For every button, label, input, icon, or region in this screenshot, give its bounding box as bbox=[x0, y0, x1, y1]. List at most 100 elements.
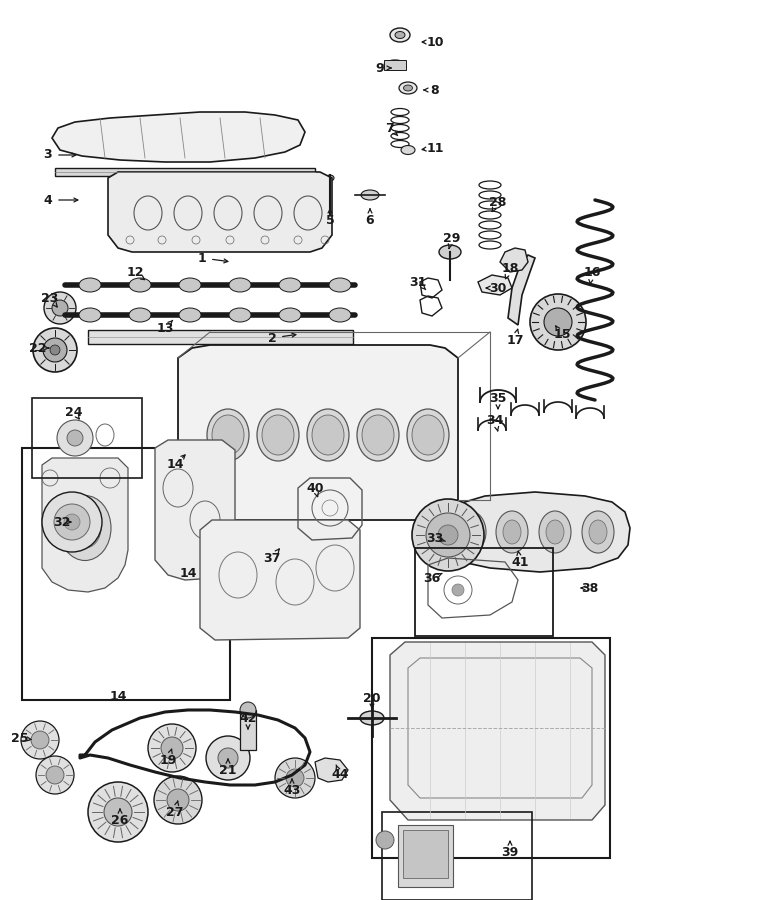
Circle shape bbox=[240, 702, 256, 718]
Text: 33: 33 bbox=[426, 532, 443, 544]
Ellipse shape bbox=[503, 520, 521, 544]
Ellipse shape bbox=[357, 409, 399, 461]
Ellipse shape bbox=[79, 308, 101, 322]
Polygon shape bbox=[155, 440, 235, 580]
Text: 17: 17 bbox=[506, 334, 523, 346]
Ellipse shape bbox=[395, 32, 405, 39]
Bar bbox=[240, 710, 256, 750]
Ellipse shape bbox=[454, 511, 486, 553]
Circle shape bbox=[530, 294, 586, 350]
Circle shape bbox=[206, 736, 250, 780]
Text: 14: 14 bbox=[179, 567, 197, 580]
Ellipse shape bbox=[360, 711, 384, 725]
Text: 23: 23 bbox=[41, 292, 58, 304]
Ellipse shape bbox=[496, 511, 528, 553]
Circle shape bbox=[33, 328, 77, 372]
Ellipse shape bbox=[262, 415, 294, 455]
Bar bbox=[32, 398, 142, 478]
Text: 18: 18 bbox=[502, 262, 519, 274]
Bar bbox=[403, 830, 448, 878]
Circle shape bbox=[286, 769, 304, 787]
Text: 21: 21 bbox=[219, 763, 237, 777]
Bar bbox=[88, 330, 353, 344]
Text: 6: 6 bbox=[365, 213, 375, 227]
Circle shape bbox=[67, 430, 83, 446]
Bar bbox=[372, 638, 610, 858]
Polygon shape bbox=[390, 642, 605, 820]
Ellipse shape bbox=[461, 520, 479, 544]
Ellipse shape bbox=[79, 278, 101, 292]
Ellipse shape bbox=[582, 511, 614, 553]
Circle shape bbox=[412, 499, 484, 571]
Text: 20: 20 bbox=[363, 691, 381, 705]
Bar bbox=[384, 60, 406, 70]
Ellipse shape bbox=[401, 146, 415, 155]
Polygon shape bbox=[478, 275, 512, 295]
Ellipse shape bbox=[399, 82, 417, 94]
Circle shape bbox=[42, 492, 102, 552]
Polygon shape bbox=[108, 172, 332, 252]
Circle shape bbox=[52, 300, 68, 316]
Ellipse shape bbox=[279, 308, 301, 322]
Bar bbox=[398, 825, 453, 887]
Polygon shape bbox=[508, 255, 535, 325]
Text: 26: 26 bbox=[111, 814, 129, 826]
Ellipse shape bbox=[589, 520, 607, 544]
Polygon shape bbox=[500, 248, 528, 272]
Text: 10: 10 bbox=[426, 35, 444, 49]
Ellipse shape bbox=[129, 308, 151, 322]
Text: 14: 14 bbox=[109, 689, 127, 703]
Ellipse shape bbox=[539, 511, 571, 553]
Text: 14: 14 bbox=[166, 458, 184, 472]
Circle shape bbox=[36, 756, 74, 794]
Text: 27: 27 bbox=[166, 806, 184, 818]
Ellipse shape bbox=[59, 496, 111, 561]
Ellipse shape bbox=[546, 520, 564, 544]
Text: 24: 24 bbox=[65, 406, 83, 419]
Text: 36: 36 bbox=[423, 572, 441, 584]
Ellipse shape bbox=[279, 278, 301, 292]
Text: 8: 8 bbox=[431, 84, 439, 96]
Text: 13: 13 bbox=[157, 321, 174, 335]
Ellipse shape bbox=[307, 409, 349, 461]
Polygon shape bbox=[42, 458, 128, 592]
Circle shape bbox=[275, 758, 315, 798]
Ellipse shape bbox=[384, 60, 406, 70]
Ellipse shape bbox=[312, 415, 344, 455]
Ellipse shape bbox=[69, 508, 101, 548]
Ellipse shape bbox=[207, 409, 249, 461]
Text: 4: 4 bbox=[44, 194, 52, 206]
Polygon shape bbox=[200, 520, 360, 640]
Text: 5: 5 bbox=[326, 213, 334, 227]
Polygon shape bbox=[178, 345, 458, 520]
Ellipse shape bbox=[404, 85, 413, 91]
Text: 29: 29 bbox=[443, 231, 460, 245]
Ellipse shape bbox=[229, 278, 251, 292]
Circle shape bbox=[64, 514, 80, 530]
Text: 1: 1 bbox=[198, 251, 206, 265]
Text: 39: 39 bbox=[502, 845, 519, 859]
Text: 37: 37 bbox=[263, 552, 280, 564]
Bar bbox=[415, 548, 553, 636]
Ellipse shape bbox=[412, 415, 444, 455]
Circle shape bbox=[57, 420, 93, 456]
Circle shape bbox=[167, 789, 189, 811]
Bar bbox=[22, 448, 230, 700]
Circle shape bbox=[50, 345, 60, 355]
Circle shape bbox=[44, 292, 76, 324]
Text: 40: 40 bbox=[306, 482, 324, 494]
Ellipse shape bbox=[179, 278, 201, 292]
Ellipse shape bbox=[362, 415, 394, 455]
Circle shape bbox=[438, 525, 458, 545]
Circle shape bbox=[148, 724, 196, 772]
Ellipse shape bbox=[407, 409, 449, 461]
Bar bbox=[382, 812, 532, 900]
Circle shape bbox=[161, 737, 183, 759]
Ellipse shape bbox=[439, 245, 461, 259]
Text: 41: 41 bbox=[511, 555, 529, 569]
Text: 38: 38 bbox=[581, 581, 598, 595]
Polygon shape bbox=[315, 758, 348, 782]
Circle shape bbox=[376, 831, 394, 849]
Ellipse shape bbox=[179, 308, 201, 322]
Text: 7: 7 bbox=[386, 122, 394, 134]
